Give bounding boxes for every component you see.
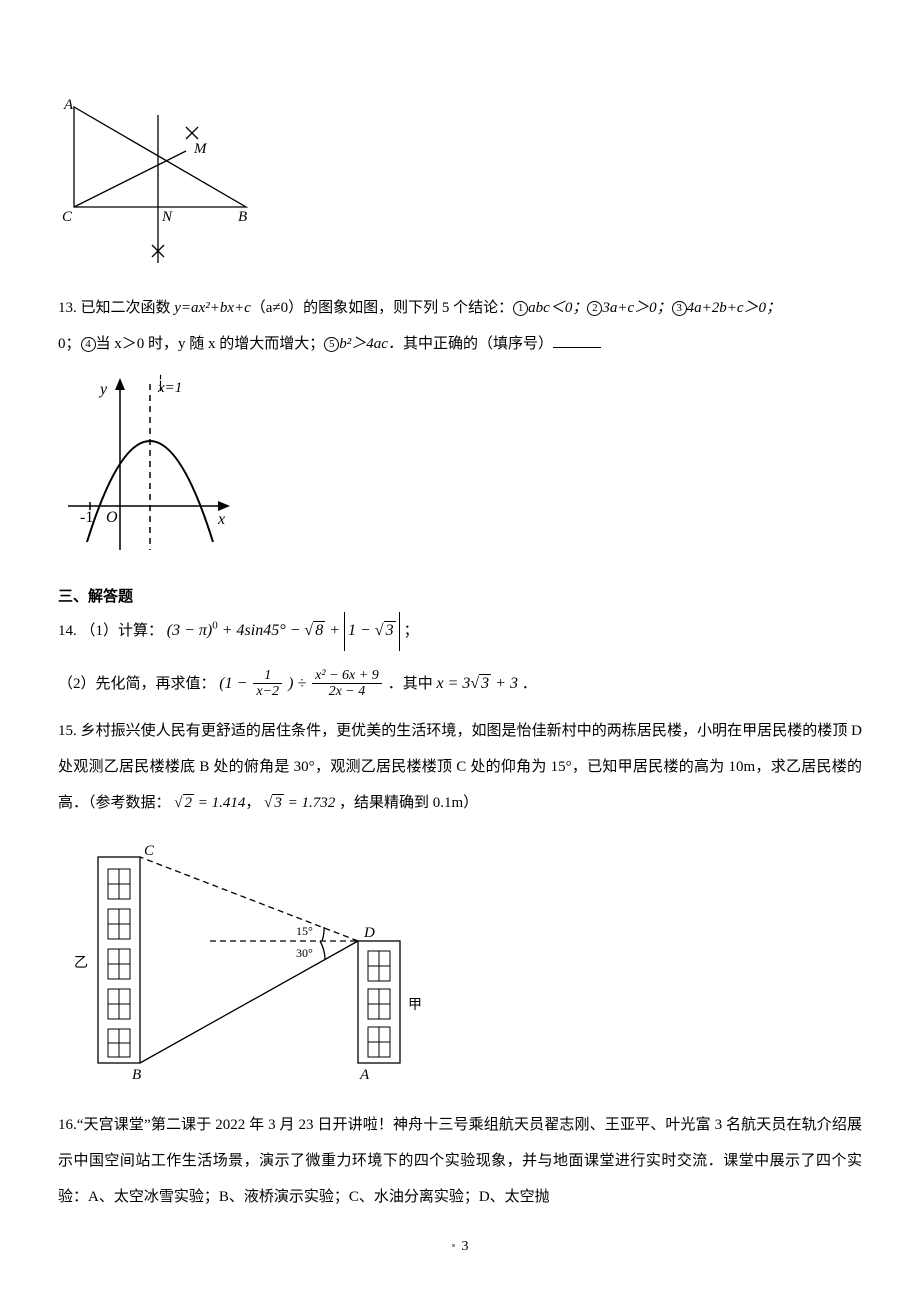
dot-icon bbox=[452, 1244, 455, 1247]
page: A C B M N 13. 已知二次函数 y=ax²+bx+c（a≠0）的图象如… bbox=[0, 0, 920, 1295]
q13-c3: 3 bbox=[672, 301, 687, 316]
q14-part1: 14. （1）计算： (3 − π)0 + 4sin45° − √8 + 1 −… bbox=[58, 612, 862, 651]
q16-text: 16.“天宫课堂”第二课于 2022 年 3 月 23 日开讲啦！神舟十三号乘组… bbox=[58, 1107, 862, 1215]
q13-i2: 3a+c＞0； bbox=[602, 300, 671, 316]
q13-i5: b²＞4ac． bbox=[339, 336, 403, 352]
buildings-svg: C D B A 乙 甲 15° 30° bbox=[58, 837, 438, 1087]
q13-tail: 其中正确的（填序号） bbox=[403, 336, 553, 352]
q13-paren: （a≠0） bbox=[251, 300, 303, 316]
label-C: C bbox=[62, 209, 73, 225]
parabola-neg1: -1 bbox=[80, 509, 93, 526]
q13-blank bbox=[553, 333, 601, 348]
label-B: B bbox=[238, 209, 247, 225]
q13-c4: 4 bbox=[81, 337, 96, 352]
label-N: N bbox=[161, 209, 173, 225]
q15-tail: ，结果精确到 0.1m） bbox=[339, 795, 478, 811]
label-jia: 甲 bbox=[408, 998, 422, 1013]
q14-part2: （2）先化简，再求值： (1 − 1x−2 ) ÷ x² − 6x + 92x … bbox=[58, 665, 862, 703]
q13-i4: 当 x＞0 时，y 随 x 的增大而增大； bbox=[96, 336, 325, 352]
q14-expr: (3 − π)0 + 4sin45° − √8 + 1 − √3 bbox=[167, 622, 404, 639]
label-A2: A bbox=[359, 1067, 370, 1083]
q14-f1-den: x−2 bbox=[253, 683, 282, 699]
parabola-O-label: O bbox=[106, 509, 118, 526]
q13-i1: abc＜0； bbox=[528, 300, 587, 316]
label-B2: B bbox=[132, 1067, 141, 1083]
parabola-svg: y x O -1 ┆ x=1 bbox=[58, 370, 238, 565]
parabola-x-label: x bbox=[217, 511, 225, 528]
q14-tail: ．其中 bbox=[388, 676, 437, 692]
q14-f1-num: 1 bbox=[253, 668, 282, 683]
label-C2: C bbox=[144, 843, 155, 859]
q14-prefix: 14. （1）计算： bbox=[58, 623, 163, 639]
angle-15: 15° bbox=[296, 924, 313, 938]
parabola-y-label: y bbox=[98, 381, 108, 398]
q14-f2-den: 2x − 4 bbox=[312, 683, 382, 699]
q13-c5: 5 bbox=[324, 337, 339, 352]
q13-text: 13. 已知二次函数 y=ax²+bx+c（a≠0）的图象如图，则下列 5 个结… bbox=[58, 290, 862, 362]
label-yi: 乙 bbox=[74, 955, 88, 971]
q13-c2: 2 bbox=[587, 301, 602, 316]
parabola-x1: x=1 bbox=[157, 380, 182, 396]
q13-i3: 4a+2b+c＞0； bbox=[687, 300, 781, 316]
q13-c1: 1 bbox=[513, 301, 528, 316]
figure-buildings: C D B A 乙 甲 15° 30° bbox=[58, 837, 862, 1087]
label-A: A bbox=[63, 97, 74, 113]
figure-parabola: y x O -1 ┆ x=1 bbox=[58, 370, 862, 565]
q13-mid: 的图象如图，则下列 5 个结论： bbox=[303, 300, 513, 316]
angle-30: 30° bbox=[296, 946, 313, 960]
q13-prefix: 13. 已知二次函数 bbox=[58, 300, 174, 316]
q14-p2-prefix: （2）先化简，再求值： bbox=[58, 676, 216, 692]
q15-text: 15. 乡村振兴使人民有更舒适的居住条件，更优美的生活环境，如图是怡佳新村中的两… bbox=[58, 713, 862, 821]
q14-f2-num: x² − 6x + 9 bbox=[312, 668, 382, 683]
page-number: 3 bbox=[58, 1239, 862, 1255]
label-M: M bbox=[193, 141, 208, 157]
q14-period: ． bbox=[522, 676, 537, 692]
label-D: D bbox=[363, 925, 375, 941]
figure-triangle: A C B M N bbox=[58, 95, 862, 270]
triangle-svg: A C B M N bbox=[58, 95, 256, 270]
page-num-value: 3 bbox=[462, 1239, 469, 1254]
q13-func: y=ax²+bx+c bbox=[174, 300, 251, 316]
section-heading: 三、解答题 bbox=[58, 585, 862, 606]
